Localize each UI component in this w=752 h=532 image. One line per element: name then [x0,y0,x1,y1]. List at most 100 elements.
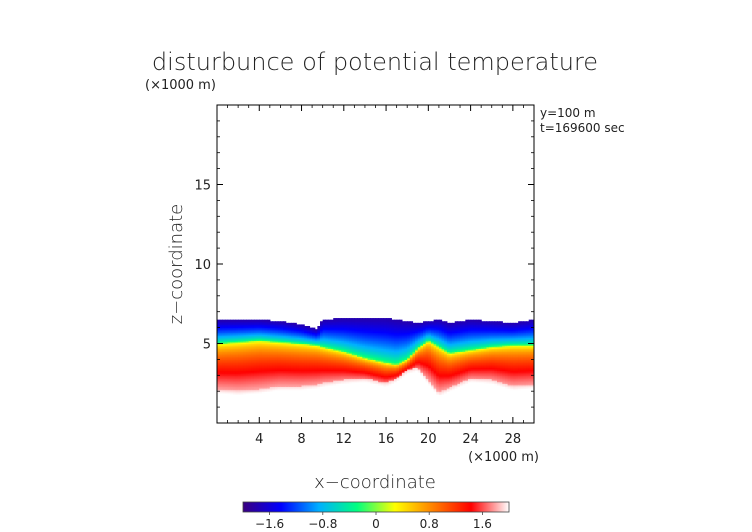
field-cell [283,327,287,330]
field-cell [433,326,437,329]
field-cell [243,383,247,386]
field-cell [333,326,337,329]
field-cell [325,348,329,351]
field-cell [504,341,509,345]
field-cell [420,375,424,378]
field-cell [370,324,374,327]
field-cell [404,365,408,368]
field-cell [420,345,424,348]
field-cell [475,321,480,324]
field-cell [217,367,221,370]
field-cell [425,348,429,351]
field-cell [383,329,387,332]
field-cell [364,360,369,364]
field-cell [333,329,337,332]
field-cell [243,362,247,365]
field-cell [330,348,334,351]
field-cell [288,370,292,373]
field-cell [232,338,237,341]
field-cell [386,321,390,324]
field-cell [430,351,435,354]
field-cell [507,330,511,333]
field-cell [298,389,303,392]
field-cell [280,340,284,343]
field-cell [428,362,432,365]
field-cell [301,345,305,348]
field-cell [430,324,435,327]
field-cell [430,337,435,340]
field-cell [364,327,369,330]
field-cell [465,354,469,357]
field-cell [436,381,440,384]
field-cell [309,378,313,381]
field-cell [497,329,501,332]
field-cell [253,391,258,394]
field-cell [520,383,525,386]
field-cell [467,357,472,360]
field-cell [489,372,493,375]
field-cell [288,335,292,338]
field-cell [462,348,466,351]
field-cell [293,372,297,375]
field-cell [478,353,482,356]
field-cell [391,351,395,354]
field-cell [383,384,387,388]
field-cell [449,351,453,354]
field-cell [526,341,530,345]
field-cell [272,348,276,351]
field-cell [314,380,318,383]
field-cell [425,322,429,326]
field-cell [412,367,416,370]
field-cell [481,324,485,327]
field-cell [327,330,332,333]
field-cell [483,333,488,337]
field-cell [338,327,342,330]
field-cell [483,338,488,341]
field-cell [296,326,300,329]
field-cell [354,319,358,322]
field-cell [364,345,369,348]
field-cell [230,367,234,370]
field-cell [343,338,348,341]
field-cell [391,357,395,360]
field-cell [235,353,239,356]
field-cell [380,376,385,380]
field-cell [346,348,350,351]
field-cell [470,367,474,370]
field-cell [372,370,377,373]
field-cell [256,364,260,367]
field-cell [338,365,342,368]
field-cell [383,383,387,386]
field-cell [267,338,271,341]
field-cell [526,365,530,368]
field-cell [290,372,295,375]
field-cell [248,351,252,354]
field-cell [232,329,237,332]
field-cell [333,357,337,360]
field-cell [375,338,379,341]
field-cell [388,383,392,386]
field-cell [520,349,525,353]
field-cell [388,345,392,348]
field-cell [378,349,382,353]
field-cell [483,354,488,357]
field-cell [441,372,445,375]
field-cell [335,367,340,370]
field-cell [293,364,297,367]
field-cell [510,359,514,362]
field-cell [235,389,239,392]
field-cell [240,383,245,386]
field-cell [467,345,472,348]
field-cell [227,376,231,380]
field-cell [317,388,321,391]
field-cell [491,351,495,354]
field-cell [409,326,414,329]
field-cell [412,372,416,375]
field-cell [375,326,379,329]
field-cell [227,340,231,343]
field-cell [460,333,464,337]
field-cell [296,338,300,341]
field-cell [430,321,435,324]
field-cell [494,354,498,357]
field-cell [301,381,305,384]
